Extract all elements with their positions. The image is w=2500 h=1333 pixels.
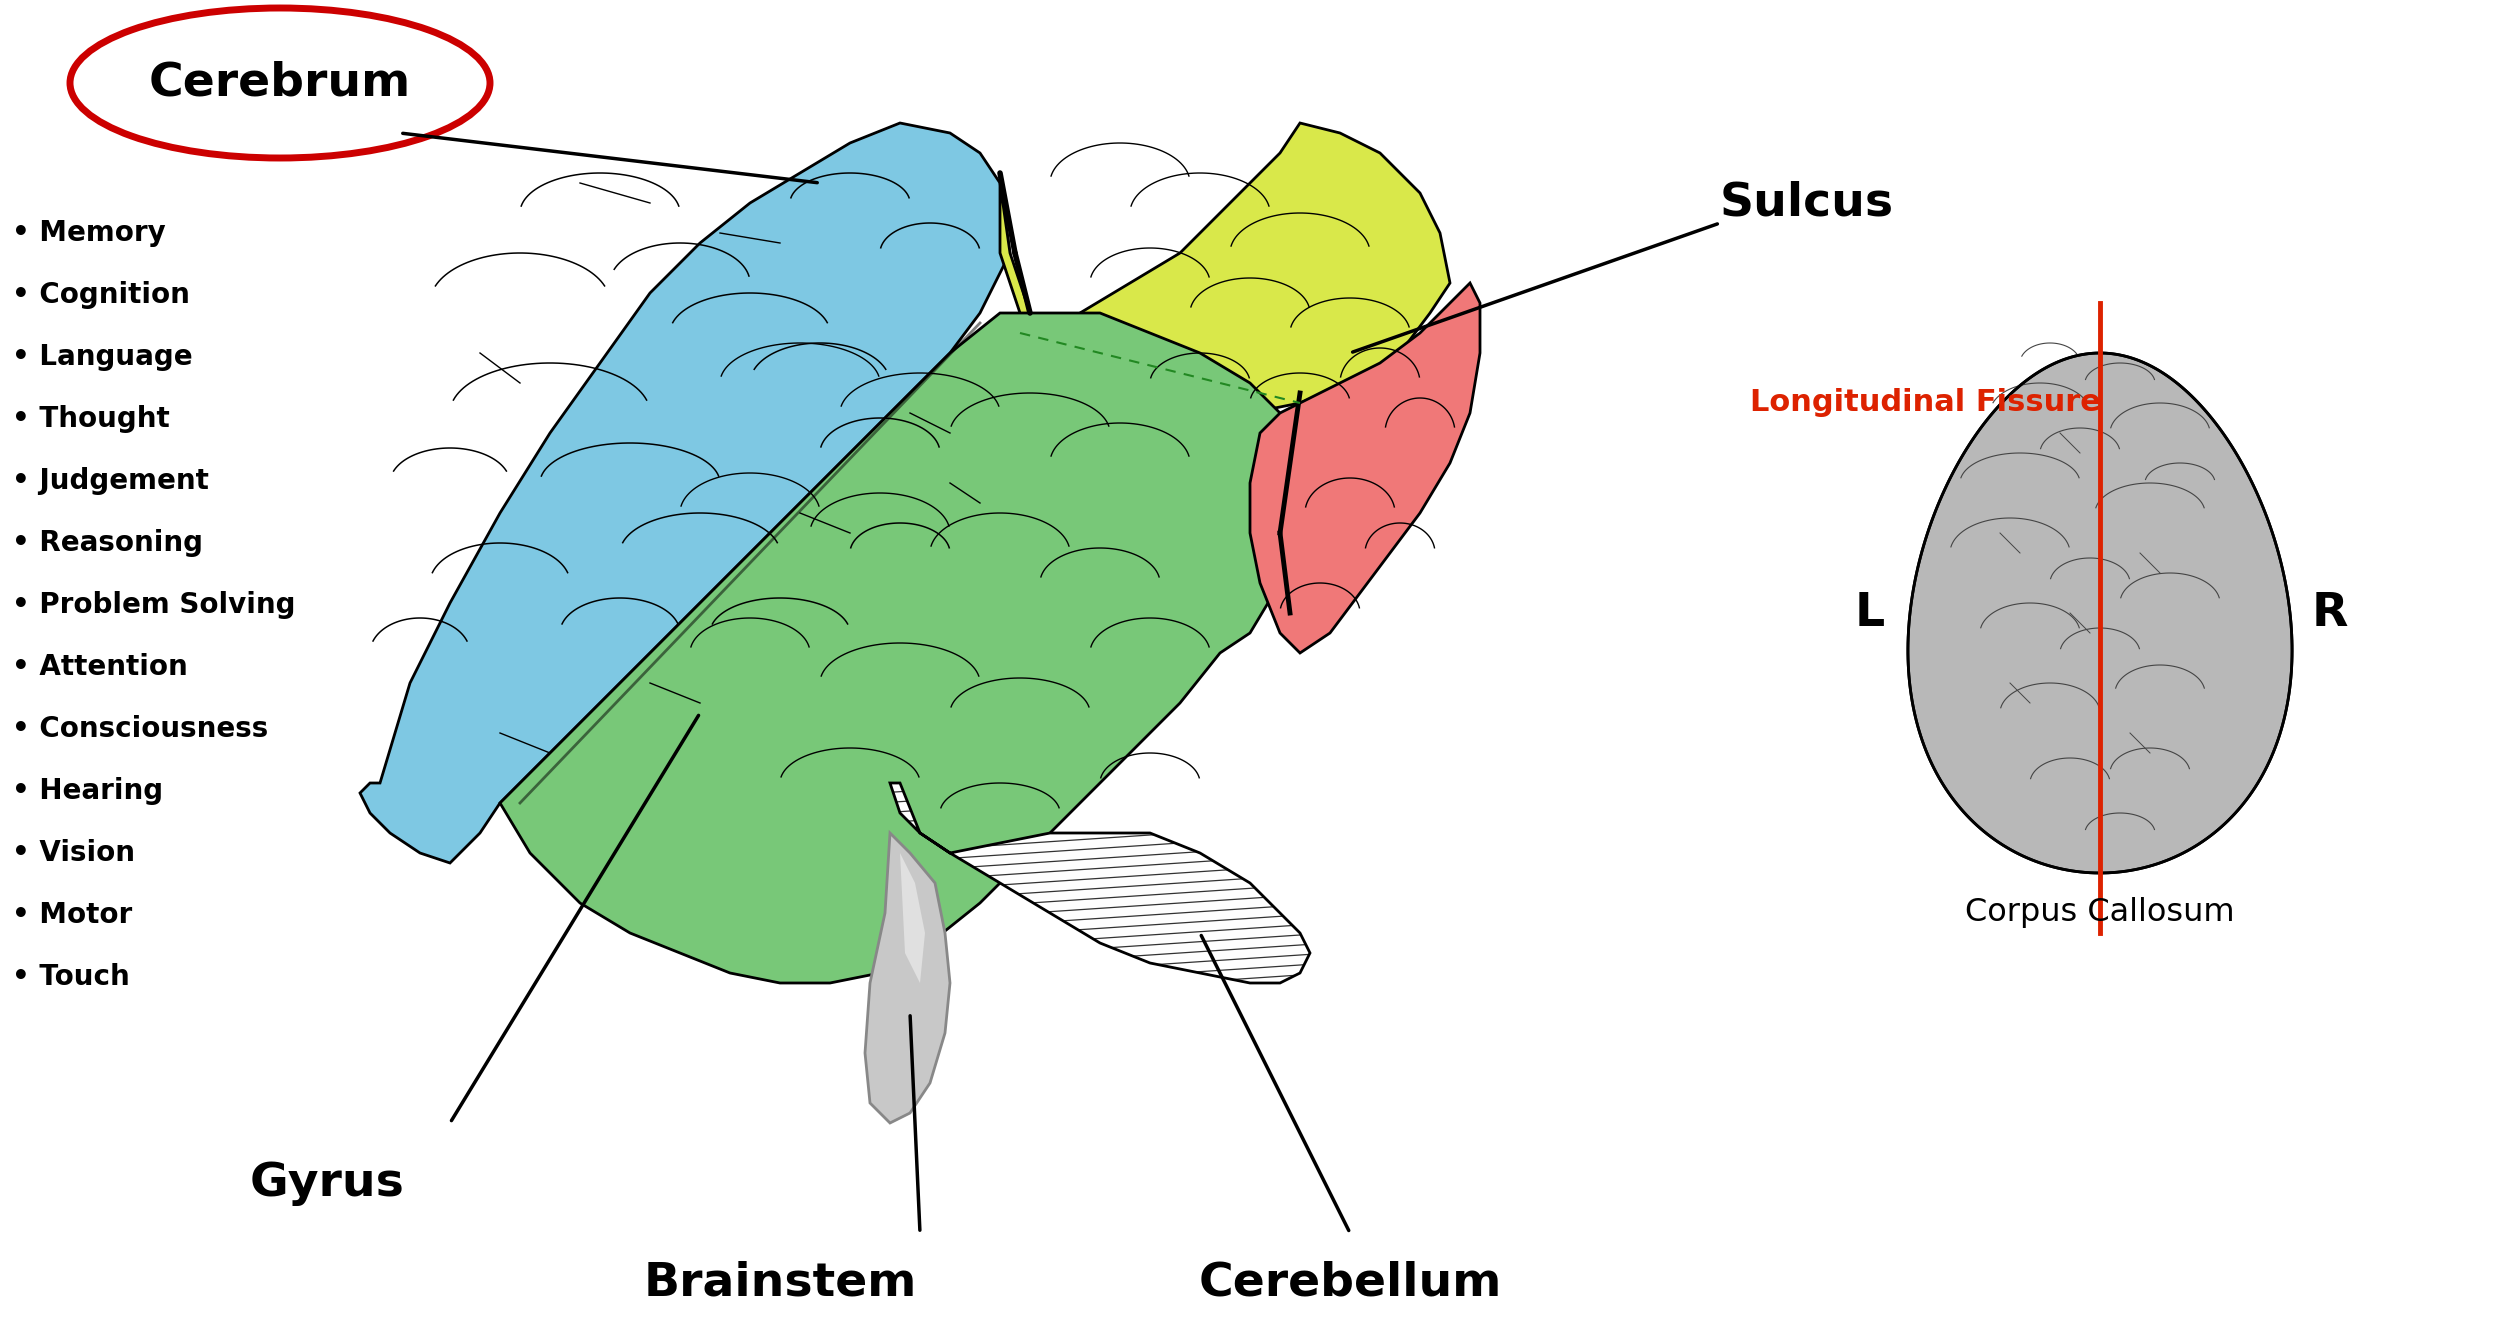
Polygon shape	[1250, 283, 1480, 653]
Text: • Touch: • Touch	[12, 962, 130, 990]
Polygon shape	[890, 782, 1310, 982]
Text: L: L	[1855, 591, 1885, 636]
Text: • Vision: • Vision	[12, 838, 135, 866]
Polygon shape	[1908, 353, 2292, 873]
Text: Gyrus: Gyrus	[250, 1161, 405, 1205]
Text: Cerebellum: Cerebellum	[1198, 1261, 1502, 1305]
Polygon shape	[500, 313, 1310, 982]
Text: Longitudinal Fissure: Longitudinal Fissure	[1750, 388, 2100, 417]
Polygon shape	[1000, 123, 1450, 413]
Text: • Cognition: • Cognition	[12, 281, 190, 309]
Text: • Attention: • Attention	[12, 653, 187, 681]
Polygon shape	[360, 123, 1010, 862]
Text: • Reasoning: • Reasoning	[12, 529, 202, 557]
Text: R: R	[2312, 591, 2347, 636]
Text: • Judgement: • Judgement	[12, 467, 210, 495]
Text: Brainstem: Brainstem	[642, 1261, 918, 1305]
Text: • Consciousness: • Consciousness	[12, 714, 268, 742]
Polygon shape	[865, 833, 950, 1122]
Text: • Thought: • Thought	[12, 405, 170, 433]
Text: • Motor: • Motor	[12, 901, 132, 929]
Text: Corpus Callosum: Corpus Callosum	[1965, 897, 2235, 929]
Text: • Hearing: • Hearing	[12, 777, 162, 805]
Polygon shape	[900, 853, 925, 982]
Text: Cerebrum: Cerebrum	[150, 60, 410, 105]
Text: Sulcus: Sulcus	[1720, 180, 1895, 225]
Text: • Problem Solving: • Problem Solving	[12, 591, 295, 619]
Text: • Language: • Language	[12, 343, 192, 371]
Text: • Memory: • Memory	[12, 219, 165, 247]
